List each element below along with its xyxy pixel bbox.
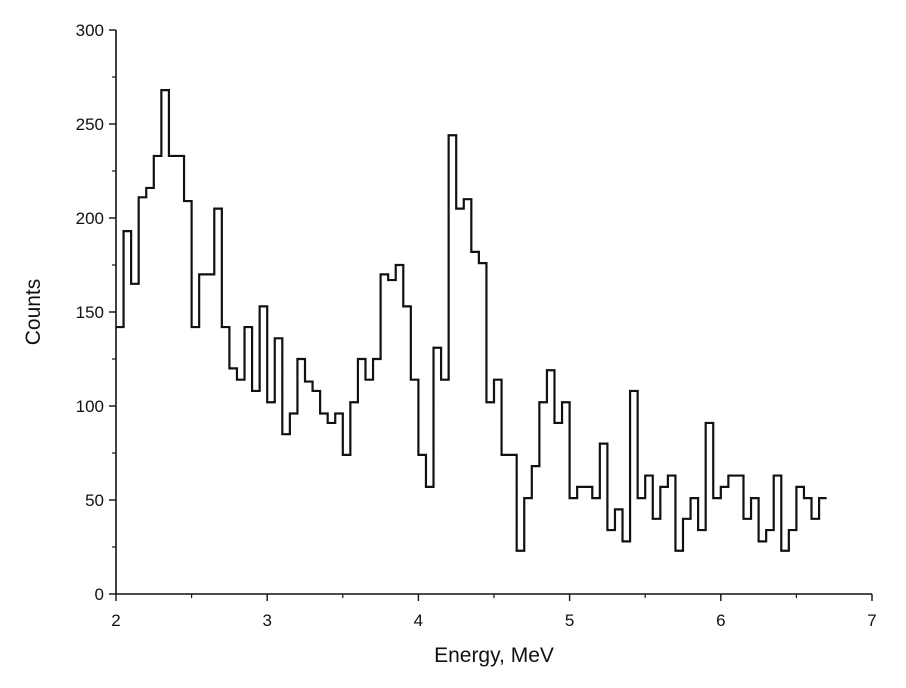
y-tick-label: 50 <box>85 491 104 510</box>
x-axis-title: Energy, MeV <box>434 644 554 667</box>
y-tick-label: 200 <box>76 209 104 228</box>
ticks <box>109 29 873 601</box>
tick-labels: 2 3 4 5 6 7 0 50 100 150 200 250 300 <box>76 21 877 630</box>
x-tick-label: 4 <box>414 611 423 630</box>
x-tick-label: 5 <box>565 611 574 630</box>
x-tick-label: 6 <box>716 611 725 630</box>
y-axis-title: Counts <box>22 279 45 346</box>
y-tick-label: 300 <box>76 21 104 40</box>
y-tick-label: 0 <box>95 585 104 604</box>
x-tick-label: 3 <box>262 611 271 630</box>
y-tick-label: 100 <box>76 397 104 416</box>
series-step-line <box>116 89 827 552</box>
y-tick-label: 150 <box>76 303 104 322</box>
x-tick-label: 2 <box>111 611 120 630</box>
y-tick-label: 250 <box>76 115 104 134</box>
x-tick-label: 7 <box>867 611 876 630</box>
